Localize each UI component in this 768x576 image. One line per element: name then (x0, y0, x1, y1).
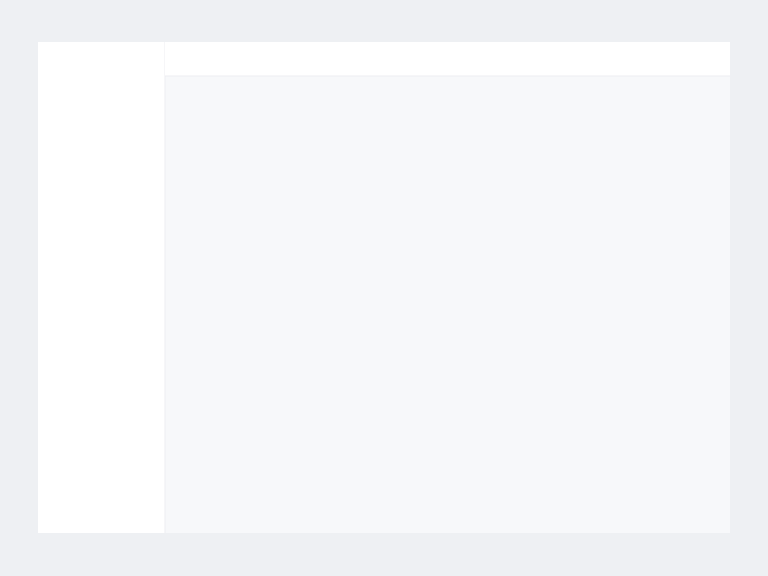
app-window (38, 42, 730, 533)
topbar (165, 42, 730, 76)
sidebar (38, 42, 165, 533)
